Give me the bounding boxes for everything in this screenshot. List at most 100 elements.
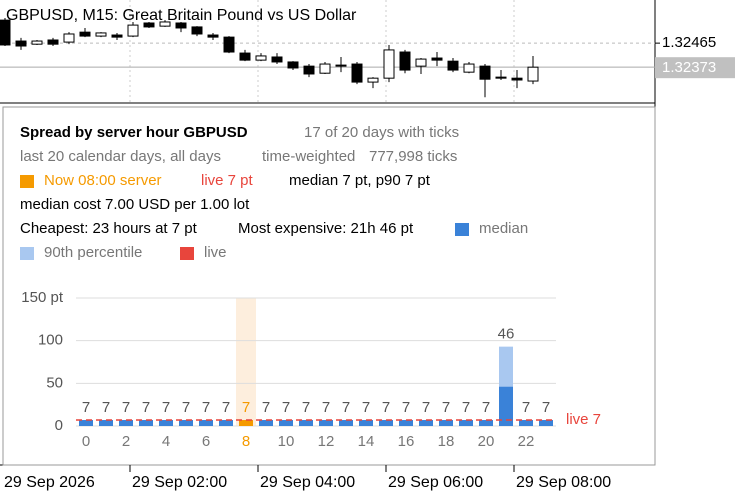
panel-title: Spread by server hour GBPUSD [20,124,248,141]
legend-label: live [204,244,227,261]
candle-body [399,51,411,71]
candle-body [303,65,315,75]
candle-body [223,36,235,53]
value-label: 7 [182,399,190,416]
candle-body [367,77,379,83]
candle-body [495,76,507,79]
value-label: 7 [482,399,490,416]
x-tick-label: 29 Sep 08:00 [516,474,611,491]
bar [319,420,333,426]
x-tick-label: 10 [278,433,295,450]
candle-body [143,22,155,28]
x-tick-label: 6 [202,433,210,450]
value-label: 7 [82,399,90,416]
y-tick-label: 1.32465 [662,34,716,51]
value-label: 7 [542,399,550,416]
value-label: 7 [262,399,270,416]
bar [139,420,153,426]
value-label: 7 [362,399,370,416]
chart-title: GBPUSD, M15: Great Britain Pound vs US D… [6,7,357,24]
bar [419,420,433,426]
bar [199,420,213,426]
legend-swatch [20,247,34,260]
bar [399,420,413,426]
value-label: 7 [382,399,390,416]
bar [179,420,193,426]
candle-body [431,57,443,61]
candle-body [159,21,171,27]
value-label: 7 [302,399,310,416]
value-label: 7 [442,399,450,416]
panel-now: Now 08:00 server [44,172,162,189]
value-label: 7 [522,399,530,416]
value-label: 7 [322,399,330,416]
x-tick-label: 29 Sep 02:00 [132,474,227,491]
panel-expensive: Most expensive: 21h 46 pt [238,220,414,237]
candle-body [95,32,107,37]
bar [339,420,353,426]
value-label: 7 [202,399,210,416]
bar [379,420,393,426]
bar [119,420,133,426]
last-price-label: 1.32373 [662,59,716,76]
live-label: live 7 [566,411,601,428]
candle-body [31,40,43,45]
candle-body [191,26,203,35]
candle-body [463,63,475,73]
bar [299,420,313,426]
y-tick-label: 100 [38,332,63,349]
spread-panel-content: Spread by server hour GBPUSD 17 of 20 da… [20,124,528,261]
x-tick-label: 18 [438,433,455,450]
legend-label: 90th percentile [44,244,142,261]
candle-body [271,56,283,63]
y-tick-label: 150 pt [21,289,64,306]
panel-ticks: 777,998 ticks [369,148,457,165]
x-tick-label: 4 [162,433,170,450]
candle-body [287,61,299,69]
bar [239,420,253,426]
candle-body [255,55,267,61]
candle-body [319,63,331,74]
value-label: 7 [222,399,230,416]
panel-weighting: time-weighted [262,148,355,165]
value-label: 7 [422,399,430,416]
x-tick-label: 8 [242,433,250,450]
y-tick-label: 0 [55,417,63,434]
candle-body [127,24,139,37]
legend-swatch [180,247,194,260]
value-label: 7 [122,399,130,416]
bar [519,420,533,426]
candle-body [47,39,59,45]
x-tick-label: 12 [318,433,335,450]
candle-body [527,66,539,82]
candle-body [351,63,363,83]
value-label: 7 [342,399,350,416]
bar [479,420,493,426]
panel-live: live 7 pt [201,172,254,189]
bar [99,420,113,426]
value-label: 7 [162,399,170,416]
x-tick-label: 29 Sep 04:00 [260,474,355,491]
candle-body [175,22,187,29]
candle-body [479,65,491,80]
x-tick-label: 0 [82,433,90,450]
x-tick-label: 2 [122,433,130,450]
value-label: 7 [402,399,410,416]
bar [359,420,373,426]
x-tick-label: 29 Sep 2026 [4,474,95,491]
x-tick-label: 29 Sep 06:00 [388,474,483,491]
value-label: 7 [462,399,470,416]
bar [499,386,513,426]
last-price-box [655,57,735,79]
candle-body [447,60,459,71]
candle-body [63,33,75,43]
bar [439,420,453,426]
candle-body [79,31,91,37]
value-label: 7 [102,399,110,416]
candle-body [511,77,523,81]
value-label: 7 [282,399,290,416]
bar [259,420,273,426]
candle-body [335,64,347,67]
panel-cheapest: Cheapest: 23 hours at 7 pt [20,220,198,237]
